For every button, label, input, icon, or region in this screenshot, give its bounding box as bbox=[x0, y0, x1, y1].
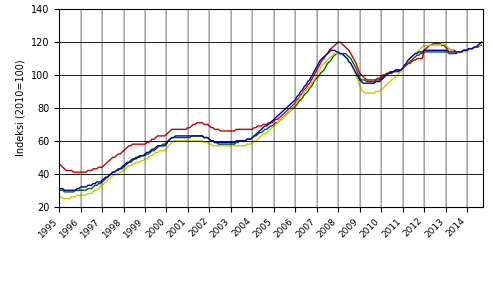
Line: Erikoistunut rakennustoiminta: Erikoistunut rakennustoiminta bbox=[59, 42, 481, 190]
Maa- ja vesirakentaminen bbox=[475, 45, 481, 49]
Koko rakentaminen bbox=[423, 50, 429, 54]
Maa- ja vesirakentaminen bbox=[70, 170, 76, 174]
Koko rakentaminen bbox=[137, 156, 142, 159]
Maa- ja vesirakentaminen bbox=[285, 108, 291, 111]
Erikoistunut rakennustoiminta bbox=[62, 188, 68, 192]
Koko rakentaminen bbox=[56, 188, 62, 192]
Talonrakentaminen bbox=[60, 197, 66, 200]
Koko rakentaminen bbox=[477, 43, 483, 47]
Talonrakentaminen bbox=[423, 43, 429, 47]
Maa- ja vesirakentaminen bbox=[56, 162, 62, 166]
Line: Maa- ja vesirakentaminen: Maa- ja vesirakentaminen bbox=[59, 42, 481, 172]
Talonrakentaminen bbox=[439, 42, 445, 46]
Erikoistunut rakennustoiminta bbox=[137, 154, 142, 157]
Talonrakentaminen bbox=[56, 195, 62, 199]
Line: Talonrakentaminen: Talonrakentaminen bbox=[59, 44, 481, 199]
Talonrakentaminen bbox=[344, 57, 350, 60]
Talonrakentaminen bbox=[475, 43, 481, 47]
Koko rakentaminen bbox=[285, 111, 291, 115]
Koko rakentaminen bbox=[473, 45, 479, 49]
Koko rakentaminen bbox=[62, 190, 68, 194]
Erikoistunut rakennustoiminta bbox=[473, 45, 479, 49]
Maa- ja vesirakentaminen bbox=[137, 142, 142, 146]
Erikoistunut rakennustoiminta bbox=[478, 40, 484, 44]
Erikoistunut rakennustoiminta bbox=[56, 187, 62, 190]
Koko rakentaminen bbox=[167, 137, 173, 141]
Maa- ja vesirakentaminen bbox=[167, 129, 173, 133]
Talonrakentaminen bbox=[478, 42, 484, 46]
Erikoistunut rakennustoiminta bbox=[344, 57, 350, 60]
Koko rakentaminen bbox=[344, 54, 350, 57]
Y-axis label: Indeksi (2010=100): Indeksi (2010=100) bbox=[15, 60, 25, 156]
Maa- ja vesirakentaminen bbox=[425, 45, 431, 49]
Koko rakentaminen bbox=[478, 43, 484, 47]
Talonrakentaminen bbox=[285, 111, 291, 115]
Talonrakentaminen bbox=[137, 161, 142, 164]
Maa- ja vesirakentaminen bbox=[478, 43, 484, 47]
Maa- ja vesirakentaminen bbox=[335, 40, 341, 44]
Erikoistunut rakennustoiminta bbox=[423, 48, 429, 52]
Erikoistunut rakennustoiminta bbox=[285, 105, 291, 108]
Maa- ja vesirakentaminen bbox=[346, 48, 352, 52]
Line: Koko rakentaminen: Koko rakentaminen bbox=[59, 45, 481, 192]
Erikoistunut rakennustoiminta bbox=[167, 137, 173, 141]
Talonrakentaminen bbox=[167, 142, 173, 146]
